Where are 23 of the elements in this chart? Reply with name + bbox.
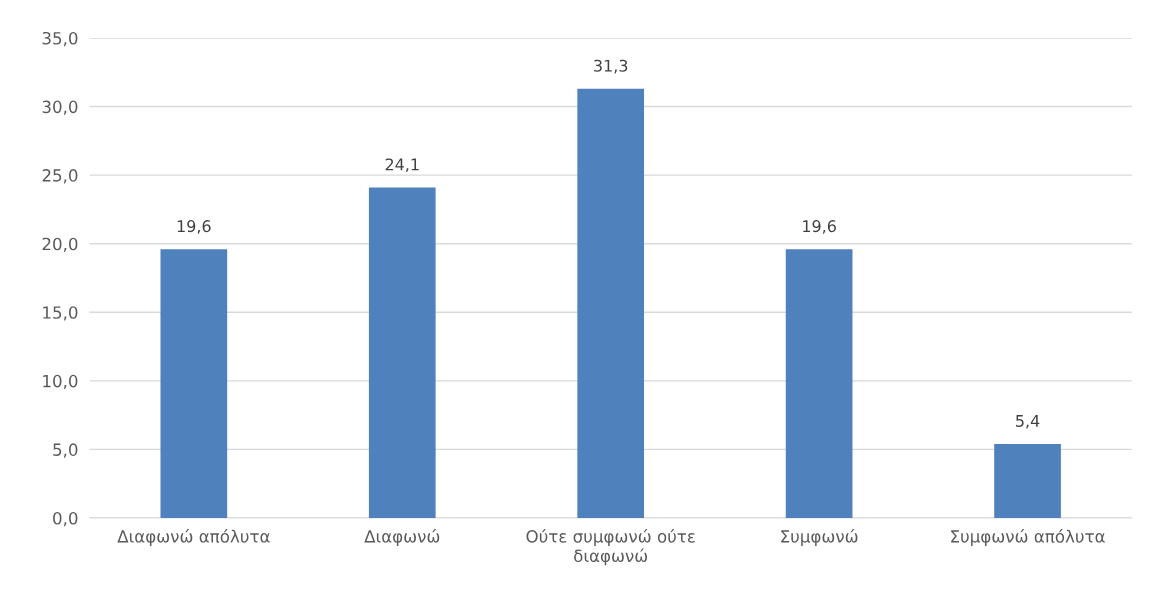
data-label: 19,6 — [803, 220, 836, 234]
bar — [785, 249, 853, 518]
x-tick-label: Συμφωνώ — [781, 529, 858, 546]
data-label: 19,6 — [177, 220, 211, 234]
y-tick-label: 25,0 — [42, 169, 78, 184]
bar — [160, 249, 228, 518]
y-tick-label: 35,0 — [42, 31, 78, 47]
data-label: 24,1 — [385, 158, 419, 173]
x-tick-label: Ούτε συμφωνώ ούτε διαφωνώ — [526, 529, 695, 566]
y-tick-label: 10,0 — [43, 374, 78, 390]
bar — [994, 443, 1061, 518]
y-tick-label: 5,0 — [53, 443, 78, 458]
y-tick-label: 30,0 — [42, 100, 78, 115]
y-tick-label: 15,0 — [43, 306, 78, 321]
x-tick-label: Συμφωνώ απόλυτα — [951, 529, 1105, 546]
data-label: 5,4 — [1016, 415, 1040, 429]
x-tick-label: Διαφωνώ απόλυτα — [117, 529, 270, 546]
bar — [577, 88, 645, 518]
x-tick-label: Διαφωνώ — [364, 529, 440, 546]
y-tick-label: 20,0 — [42, 237, 78, 252]
y-tick-label: 0,0 — [53, 511, 78, 527]
data-label: 31,3 — [594, 59, 628, 74]
bar — [368, 187, 436, 518]
